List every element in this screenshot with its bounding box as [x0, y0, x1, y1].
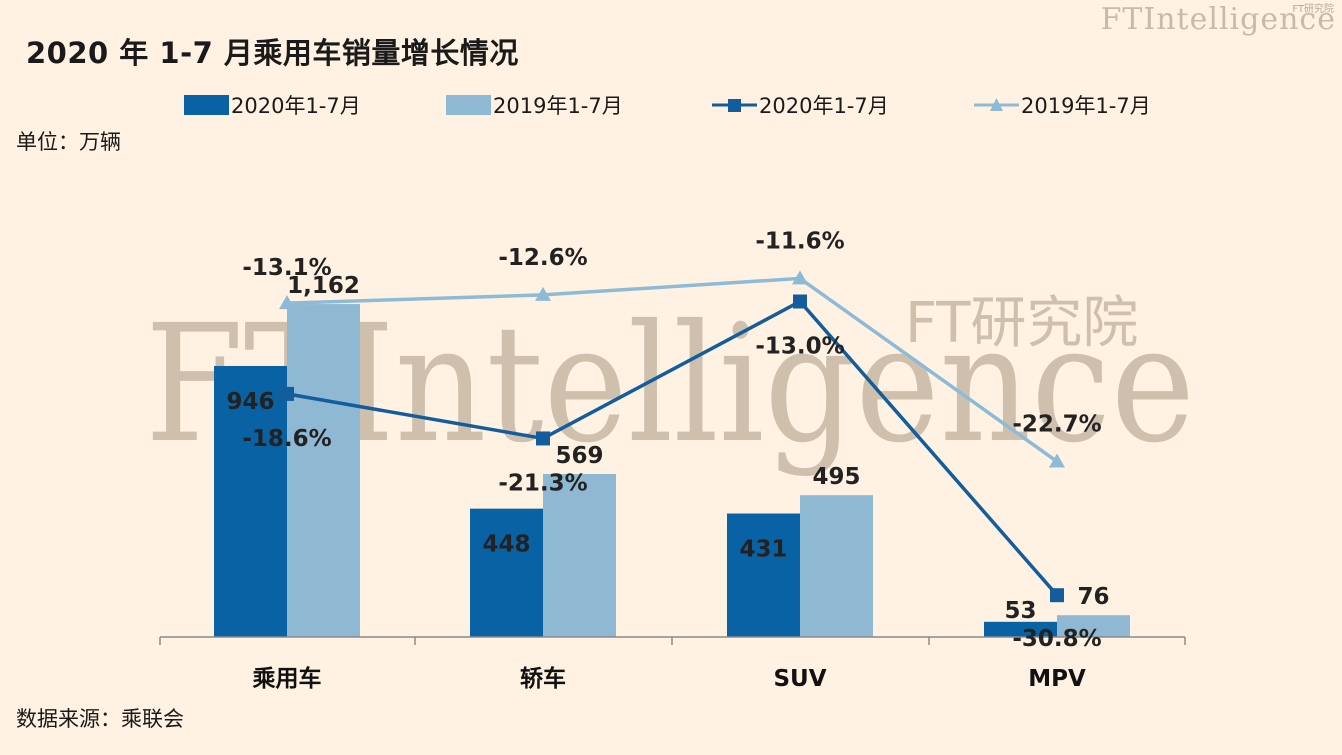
legend-item-line-2020: 2020年1-7月 — [712, 88, 889, 122]
legend-swatch-line-2019 — [974, 98, 1019, 111]
data-label-2020: 946 — [226, 389, 274, 415]
legend-item-bar-2019: 2019年1-7月 — [446, 88, 623, 122]
data-label-2019: 76 — [1077, 584, 1109, 610]
x-tick-label: 乘用车 — [252, 665, 322, 692]
marker-2020 — [536, 431, 550, 446]
marker-2020 — [1050, 588, 1064, 603]
bar-2019 — [287, 304, 360, 637]
marker-2020 — [280, 386, 294, 401]
legend-swatch-bar-2020 — [184, 95, 229, 115]
line-2019 — [286, 276, 1059, 463]
legend-label: 2020年1-7月 — [759, 94, 889, 118]
line-layer — [279, 270, 1065, 603]
pct-label-2020: -21.3% — [498, 470, 587, 496]
pct-label-2019: -12.6% — [498, 245, 587, 271]
legend: 2020年1-7月 2019年1-7月 2020年1-7月 2019年1-7月 — [0, 88, 1342, 122]
bar-2020 — [214, 365, 287, 637]
data-label-layer: 946 1,162 448 569 431 495 53 76 -13.1% -12.6% -11.… — [226, 228, 1109, 652]
data-label-2020: 448 — [482, 532, 530, 558]
source-note: 数据来源：乘联会 — [16, 707, 184, 731]
legend-label: 2019年1-7月 — [493, 94, 623, 118]
marker-2019 — [535, 286, 551, 301]
pct-label-2019: -11.6% — [755, 228, 844, 254]
pct-label-2019: -22.7% — [1012, 412, 1101, 438]
legend-item-line-2019: 2019年1-7月 — [974, 88, 1151, 122]
data-label-2020: 53 — [1004, 598, 1036, 624]
pct-label-2019: -13.1% — [242, 255, 331, 281]
brand-logo-sub: FT研究院 — [1292, 4, 1334, 15]
legend-swatch-line-2020 — [712, 99, 757, 112]
bar-2019 — [1057, 615, 1130, 637]
data-label-2019: 1,162 — [287, 273, 360, 299]
legend-label: 2020年1-7月 — [231, 94, 361, 118]
marker-2019 — [792, 270, 808, 285]
x-tick-label: 轿车 — [520, 665, 566, 692]
legend-item-bar-2020: 2020年1-7月 — [184, 88, 361, 122]
bar-layer — [214, 304, 1130, 637]
bar-2020 — [727, 513, 800, 637]
chart-title: 2020 年 1-7 月乘用车销量增长情况 — [26, 36, 519, 70]
bar-2019 — [543, 473, 616, 637]
data-label-2019: 495 — [812, 464, 860, 490]
marker-2020 — [793, 294, 807, 309]
data-label-2019: 569 — [555, 443, 603, 469]
bar-2020 — [984, 621, 1057, 637]
pct-label-2020: -30.8% — [1012, 626, 1101, 652]
line-2020 — [286, 299, 1059, 597]
x-tick-label: MPV — [1028, 666, 1086, 692]
data-label-2020: 431 — [739, 537, 787, 563]
brand-logo: FTIntelligence — [1100, 2, 1336, 37]
legend-label: 2019年1-7月 — [1021, 94, 1151, 118]
marker-2019 — [1049, 453, 1065, 468]
pct-label-2020: -13.0% — [755, 334, 844, 360]
unit-label: 单位：万辆 — [16, 130, 121, 154]
bar-2020 — [470, 508, 543, 637]
bar-2019 — [800, 495, 873, 637]
x-tick-label: SUV — [773, 666, 826, 692]
pct-label-2020: -18.6% — [242, 426, 331, 452]
x-axis: 乘用车 轿车 SUV MPV — [159, 636, 1186, 692]
watermark-subtext: FT研究院 — [905, 291, 1138, 356]
legend-swatch-bar-2019 — [446, 95, 491, 115]
marker-2019 — [279, 295, 295, 310]
